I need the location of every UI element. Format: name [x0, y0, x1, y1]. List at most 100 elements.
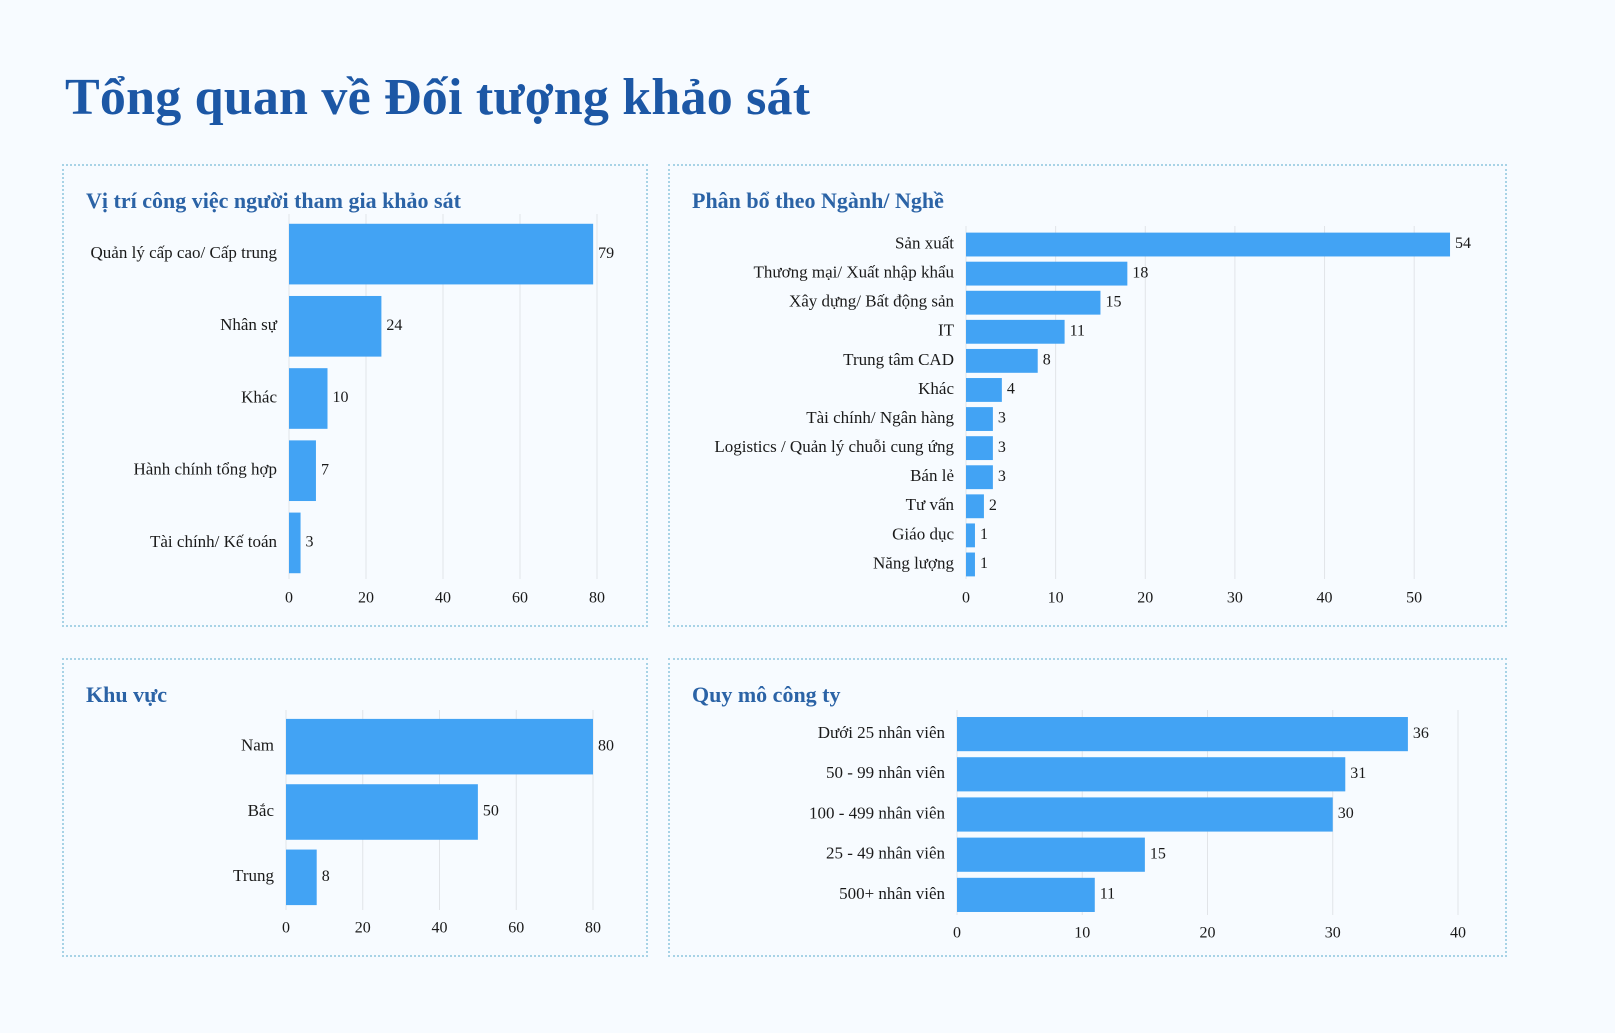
data-label: 24 — [386, 317, 402, 334]
data-label: 8 — [322, 868, 330, 885]
data-label: 30 — [1338, 805, 1354, 822]
data-label: 7 — [321, 461, 329, 478]
x-tick-label: 30 — [1227, 590, 1243, 607]
category-label: 50 - 99 nhân viên — [826, 763, 945, 782]
bar — [966, 494, 984, 519]
data-label: 4 — [1007, 381, 1015, 398]
category-label: Trung — [233, 866, 274, 885]
panel-region: Khu vực 0 20 40 60 80 Nam 80 Bắc 50 Trung 8 — [62, 658, 648, 957]
bar — [966, 465, 993, 490]
category-label: Xây dựng/ Bất động sản — [789, 292, 955, 311]
x-tick-label: 10 — [1074, 925, 1090, 942]
category-label: Khác — [918, 379, 954, 398]
bar — [957, 877, 1095, 912]
data-label: 1 — [980, 526, 988, 543]
data-label: 80 — [598, 737, 614, 754]
chart-region: 0 20 40 60 80 Nam 80 Bắc 50 Trung 8 — [233, 710, 614, 937]
category-label: Tài chính/ Kế toán — [150, 532, 277, 551]
category-label: Logistics / Quản lý chuỗi cung ứng — [714, 437, 954, 456]
bar — [957, 757, 1346, 792]
bar — [966, 319, 1065, 344]
chart-company-size: 0 10 20 30 40 Dưới 25 nhân viên 36 50 - 99 nhân… — [809, 710, 1466, 942]
x-tick-label: 10 — [1048, 590, 1064, 607]
category-label: 100 - 499 nhân viên — [809, 803, 945, 822]
x-tick-label: 20 — [358, 590, 374, 607]
panel-company-size: Quy mô công ty 0 10 20 30 40 Dưới 25 nhân viê… — [668, 658, 1507, 957]
panel-industry: Phân bổ theo Ngành/ Nghề 0 10 20 30 40 50 Sản … — [668, 164, 1507, 627]
category-label: Sản xuất — [895, 233, 954, 252]
x-tick-label: 30 — [1325, 925, 1341, 942]
data-label: 11 — [1100, 886, 1115, 903]
data-label: 1 — [980, 555, 988, 572]
category-label: Nam — [241, 736, 274, 755]
x-tick-label: 40 — [432, 920, 448, 937]
bar — [966, 436, 993, 461]
data-label: 10 — [333, 389, 349, 406]
category-label: 500+ nhân viên — [839, 884, 945, 903]
x-tick-label: 0 — [282, 920, 290, 937]
bar — [286, 849, 317, 906]
category-label: Quản lý cấp cao/ Cấp trung — [91, 243, 278, 262]
bar — [289, 295, 382, 357]
data-label: 3 — [998, 468, 1006, 485]
panel-job-position: Vị trí công việc người tham gia khảo sát… — [62, 164, 648, 627]
category-label: Năng lượng — [873, 553, 954, 572]
x-tick-label: 0 — [962, 590, 970, 607]
x-tick-label: 40 — [1450, 925, 1466, 942]
data-label: 50 — [483, 803, 499, 820]
category-label: Bán lẻ — [910, 466, 954, 485]
category-label: Khác — [241, 387, 277, 406]
bar — [966, 290, 1101, 315]
bar — [286, 718, 593, 775]
bar — [289, 512, 301, 574]
category-label: Giáo dục — [892, 524, 954, 543]
bar — [957, 717, 1408, 752]
x-tick-label: 20 — [355, 920, 371, 937]
x-tick-label: 60 — [508, 920, 524, 937]
data-label: 15 — [1105, 293, 1121, 310]
chart-job-position: 0 20 40 60 80 Quản lý cấp cao/ Cấp trung 79 Nhâ… — [91, 214, 614, 607]
x-tick-label: 20 — [1137, 590, 1153, 607]
data-label: 3 — [998, 439, 1006, 456]
bar — [966, 407, 993, 431]
page-title: Tổng quan về Đối tượng khảo sát — [65, 69, 811, 126]
chart-title-region: Khu vực — [86, 682, 168, 707]
category-label: Thương mại/ Xuất nhập khẩu — [754, 263, 955, 282]
data-label: 15 — [1150, 845, 1166, 862]
category-label: Dưới 25 nhân viên — [818, 723, 946, 742]
category-label: Bắc — [248, 801, 275, 820]
data-label: 3 — [998, 410, 1006, 427]
category-label: Tư vấn — [906, 495, 955, 514]
bar — [957, 837, 1145, 872]
bar — [966, 523, 975, 548]
data-label: 36 — [1413, 725, 1429, 742]
bar — [957, 797, 1333, 832]
bar — [966, 261, 1128, 286]
category-label: 25 - 49 nhân viên — [826, 844, 945, 863]
category-label: IT — [938, 321, 955, 340]
category-label: Tài chính/ Ngân hàng — [806, 408, 954, 427]
category-label: Trung tâm CAD — [843, 350, 954, 369]
x-tick-label: 80 — [585, 920, 601, 937]
chart-title-company-size: Quy mô công ty — [692, 682, 841, 707]
data-label: 8 — [1043, 352, 1051, 369]
data-label: 3 — [306, 534, 314, 551]
bar — [289, 223, 594, 285]
data-label: 31 — [1350, 765, 1366, 782]
x-tick-label: 0 — [285, 590, 293, 607]
chart-title-industry: Phân bổ theo Ngành/ Nghề — [692, 188, 944, 213]
bar — [286, 784, 478, 840]
x-tick-label: 20 — [1200, 925, 1216, 942]
bar — [289, 440, 316, 502]
category-label: Nhân sự — [220, 315, 278, 334]
x-tick-label: 40 — [1317, 590, 1333, 607]
bar — [966, 552, 975, 577]
x-tick-label: 80 — [589, 590, 605, 607]
x-tick-label: 0 — [953, 925, 961, 942]
bar — [289, 368, 328, 429]
bar — [966, 348, 1038, 373]
data-label: 54 — [1455, 235, 1471, 252]
data-label: 18 — [1132, 264, 1148, 281]
data-label: 79 — [598, 245, 614, 262]
data-label: 2 — [989, 497, 997, 514]
